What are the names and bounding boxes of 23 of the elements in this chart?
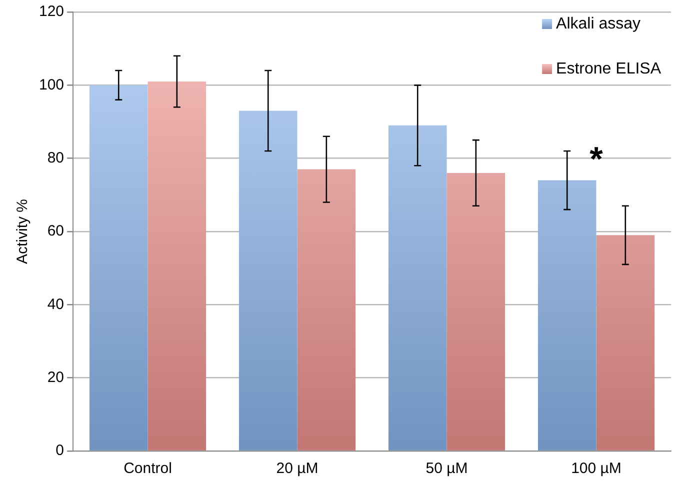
annotation: *	[590, 140, 604, 178]
bar	[89, 85, 148, 450]
y-axis-title: Activity %	[14, 198, 32, 264]
bar	[446, 172, 506, 450]
bar	[238, 110, 298, 450]
bar	[148, 82, 206, 450]
bar	[297, 169, 356, 450]
bar	[538, 180, 596, 450]
legend-label: Alkali assay	[556, 15, 641, 32]
x-tick-label: 100 µM	[571, 460, 622, 478]
y-tick-label: 0	[56, 442, 64, 460]
y-tick-label: 20	[47, 368, 64, 386]
y-tick-label: 120	[38, 3, 64, 20]
x-tick-label: Control	[124, 460, 172, 478]
bar	[388, 125, 447, 450]
y-tick-label: 40	[47, 296, 64, 313]
y-tick-label: 100	[38, 76, 64, 94]
x-tick-label: 50 µM	[426, 460, 468, 478]
x-tick-label: 20 µM	[276, 460, 318, 478]
bar	[596, 235, 655, 450]
y-tick-label: 60	[47, 222, 64, 240]
legend-label: Estrone ELISA	[556, 60, 662, 78]
y-tick-label: 80	[47, 149, 64, 166]
